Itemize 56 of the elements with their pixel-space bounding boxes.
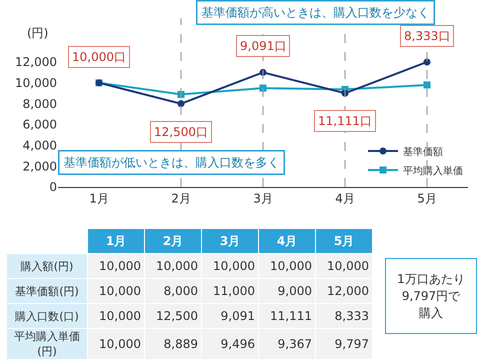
x-tick-label: 1月 xyxy=(88,228,144,254)
data-label: 8,000 xyxy=(144,278,202,304)
y-tick-label: 購入口数(口) xyxy=(6,304,88,328)
x-tick-label: 3月 xyxy=(202,228,258,254)
x-tick-label: 5月 xyxy=(316,228,372,254)
data-label: 8,333 xyxy=(316,304,372,328)
y-tick-label: 平均購入単価(円) xyxy=(6,328,88,360)
data-label: 10,000 xyxy=(88,304,144,328)
data-label: 9,091 xyxy=(202,304,258,328)
x-tick-label: 4月 xyxy=(258,228,316,254)
y-tick-label: 6,000 xyxy=(22,118,57,132)
annotation: 基準価額が低いときは、購入口数を多く xyxy=(64,156,280,170)
data-label: 8,889 xyxy=(144,328,202,360)
data-label: 9,367 xyxy=(258,328,316,360)
y-tick-label: 購入額(円) xyxy=(6,254,88,278)
data-label: 10,000 xyxy=(144,254,202,278)
x-tick-label: 4月 xyxy=(335,191,355,206)
y-tick-label: 2,000 xyxy=(22,159,57,174)
data-label: 10,000 xyxy=(88,278,144,304)
data-label: 10,000 xyxy=(316,254,372,278)
y-tick-label: 基準価額(円) xyxy=(6,278,88,304)
y-tick-label: 8,000 xyxy=(22,96,57,111)
data-label: 12,500 xyxy=(144,304,202,328)
annotation: 11,111口 xyxy=(318,114,372,128)
data-label: 12,000 xyxy=(316,278,372,304)
text: 1万口あたり9,797円で購入 xyxy=(396,270,466,322)
x-tick-label: 1月 xyxy=(89,191,109,206)
annotation: 9,091口 xyxy=(240,39,286,53)
data-label: 9,496 xyxy=(202,328,258,360)
y-tick-label: 4,000 xyxy=(22,138,57,153)
data-label: 11,111 xyxy=(258,304,316,328)
point xyxy=(260,84,266,92)
y-tick-label: 0 xyxy=(49,180,57,194)
annotation: 10,000口 xyxy=(72,50,126,64)
data-label: 9,797 xyxy=(316,328,372,360)
data-label: 10,000 xyxy=(202,254,258,278)
data-label: 9,000 xyxy=(258,278,316,304)
data-label: 10,000 xyxy=(88,254,144,278)
x-tick-label: 2月 xyxy=(144,228,202,254)
point xyxy=(424,81,430,88)
text: 基準価額が高いときは、購入口数を少なく xyxy=(202,6,430,20)
annotation: 8,333口 xyxy=(404,29,450,43)
data-label: 10,000 xyxy=(88,328,144,360)
x-tick-label: 2月 xyxy=(171,191,191,206)
data-label: 10,000 xyxy=(258,254,316,278)
point xyxy=(424,58,430,66)
legend-label: 基準価額 xyxy=(403,146,443,158)
x-tick-label: 5月 xyxy=(417,191,437,206)
data-label: 11,000 xyxy=(202,278,258,304)
y-tick-label: 12,000 xyxy=(15,55,57,70)
x-tick-label: 3月 xyxy=(253,191,273,206)
legend-label: 平均購入単価 xyxy=(403,164,463,177)
y-axis-title: (円) xyxy=(27,26,48,40)
y-tick-label: 10,000 xyxy=(15,76,57,90)
point xyxy=(178,100,184,108)
annotation: 12,500口 xyxy=(154,125,208,139)
